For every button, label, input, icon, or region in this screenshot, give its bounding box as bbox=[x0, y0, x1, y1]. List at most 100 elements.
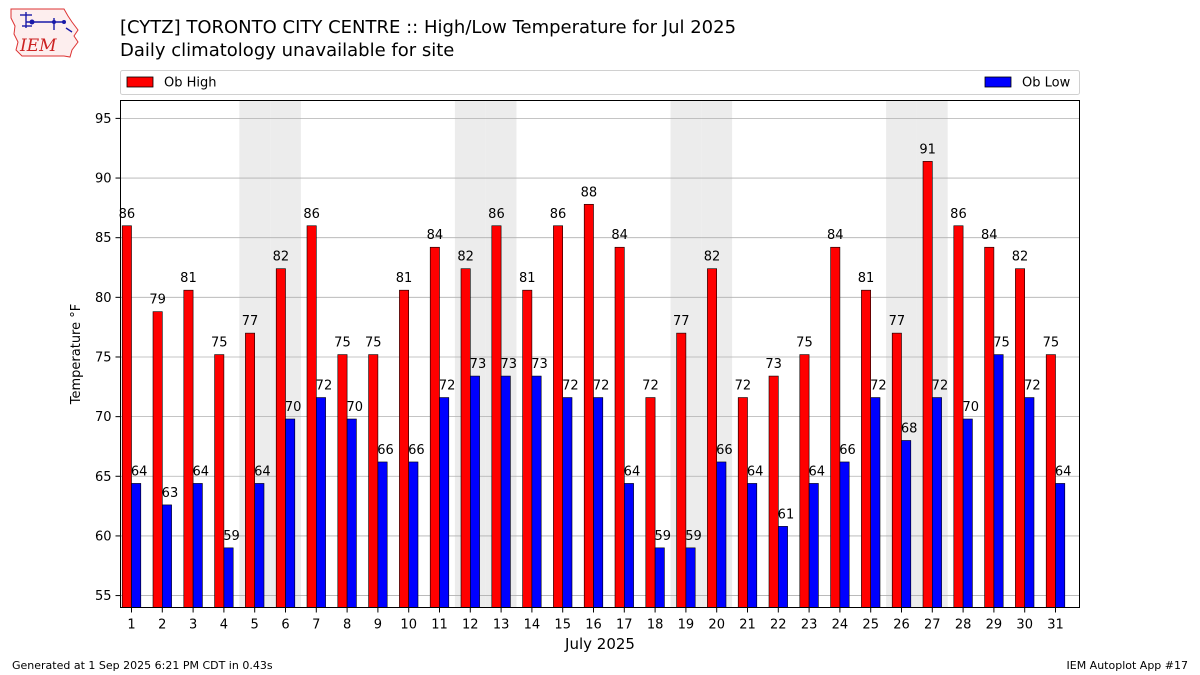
data-label-high-4: 75 bbox=[211, 336, 228, 351]
iem-logo-text: IEM bbox=[19, 36, 57, 56]
bar-low-16 bbox=[593, 397, 604, 608]
bar-high-16 bbox=[583, 203, 594, 608]
bar-low-21 bbox=[747, 483, 758, 608]
bar-low-1 bbox=[131, 483, 142, 608]
bar-low-14 bbox=[531, 375, 542, 608]
data-label-low-3: 64 bbox=[192, 464, 209, 479]
bar-high-4 bbox=[214, 354, 225, 608]
bar-high-15 bbox=[553, 225, 564, 608]
bar-high-18 bbox=[645, 397, 656, 608]
data-label-high-14: 81 bbox=[519, 271, 536, 286]
data-label-low-7: 72 bbox=[316, 379, 333, 394]
bar-high-6 bbox=[275, 268, 286, 608]
data-label-low-16: 72 bbox=[593, 379, 610, 394]
bar-low-2 bbox=[162, 504, 172, 608]
legend: Ob High Ob Low bbox=[120, 70, 1080, 95]
data-label-high-6: 82 bbox=[273, 250, 290, 265]
x-tick-label-25: 25 bbox=[862, 618, 879, 633]
data-label-high-1: 86 bbox=[119, 207, 136, 222]
bar-high-24 bbox=[830, 246, 841, 608]
iem-logo: IEM bbox=[10, 8, 79, 58]
data-label-low-11: 72 bbox=[439, 379, 456, 394]
x-tick-label-22: 22 bbox=[770, 618, 787, 633]
bar-high-2 bbox=[152, 311, 163, 608]
bar-low-8 bbox=[346, 418, 357, 608]
bar-low-5 bbox=[254, 483, 265, 608]
legend-label-low: Ob Low bbox=[1022, 76, 1071, 91]
generated-timestamp: Generated at 1 Sep 2025 6:21 PM CDT in 0… bbox=[12, 659, 273, 672]
x-tick-label-24: 24 bbox=[832, 618, 849, 633]
bar-low-18 bbox=[654, 547, 665, 608]
iowa-map-icon bbox=[10, 8, 79, 58]
y-tick-label-75: 75 bbox=[95, 350, 112, 365]
y-tick-label-65: 65 bbox=[95, 470, 112, 485]
bar-low-19 bbox=[685, 547, 696, 608]
x-tick-label-8: 8 bbox=[343, 618, 351, 633]
bar-low-17 bbox=[623, 483, 634, 608]
bar-low-4 bbox=[223, 547, 234, 608]
app-id: IEM Autoplot App #17 bbox=[1066, 659, 1189, 672]
data-label-high-24: 84 bbox=[827, 228, 844, 243]
data-label-low-10: 66 bbox=[408, 443, 425, 458]
data-label-high-3: 81 bbox=[180, 271, 197, 286]
y-tick-label-90: 90 bbox=[95, 172, 112, 187]
bar-high-28 bbox=[953, 225, 964, 608]
x-tick-label-3: 3 bbox=[189, 618, 197, 633]
data-label-high-16: 88 bbox=[581, 185, 598, 200]
legend-swatch-high bbox=[126, 76, 154, 88]
bar-low-28 bbox=[962, 418, 973, 608]
x-tick-label-5: 5 bbox=[251, 618, 259, 633]
data-label-high-7: 86 bbox=[303, 207, 320, 222]
x-tick-label-26: 26 bbox=[893, 618, 910, 633]
y-tick-label-55: 55 bbox=[95, 589, 112, 604]
bar-high-1 bbox=[121, 225, 132, 608]
data-label-high-5: 77 bbox=[242, 314, 259, 329]
bar-low-23 bbox=[808, 483, 819, 608]
data-label-high-23: 75 bbox=[796, 336, 813, 351]
data-label-low-15: 72 bbox=[562, 379, 579, 394]
y-tick-label-60: 60 bbox=[95, 529, 112, 544]
x-tick-label-11: 11 bbox=[431, 618, 448, 633]
data-label-low-14: 73 bbox=[531, 357, 548, 372]
data-label-low-31: 64 bbox=[1055, 464, 1072, 479]
data-label-high-22: 73 bbox=[765, 357, 782, 372]
bar-low-26 bbox=[901, 440, 912, 608]
y-tick-label-95: 95 bbox=[95, 112, 112, 127]
bar-low-25 bbox=[870, 397, 881, 608]
x-tick-label-4: 4 bbox=[220, 618, 228, 633]
bar-low-29 bbox=[993, 354, 1004, 608]
y-axis-ticks: 55 60 65 70 75 80 85 90 95 bbox=[95, 112, 121, 604]
bars bbox=[121, 161, 1066, 608]
data-labels: 86 79 81 75 77 82 86 75 75 81 84 82 86 81 86 88 84 72 77 82… bbox=[119, 142, 1072, 544]
x-tick-label-31: 31 bbox=[1047, 618, 1064, 633]
data-label-high-18: 72 bbox=[642, 379, 659, 394]
data-label-low-25: 72 bbox=[870, 379, 887, 394]
data-label-high-8: 75 bbox=[334, 336, 351, 351]
data-label-low-23: 64 bbox=[808, 464, 825, 479]
bar-high-19 bbox=[676, 332, 687, 608]
data-label-low-9: 66 bbox=[377, 443, 394, 458]
data-label-low-8: 70 bbox=[346, 400, 363, 415]
data-label-high-17: 84 bbox=[611, 228, 628, 243]
x-tick-label-6: 6 bbox=[281, 618, 289, 633]
bar-low-13 bbox=[500, 375, 511, 608]
y-axis-label: Temperature °F bbox=[69, 304, 84, 405]
bar-high-20 bbox=[707, 268, 718, 608]
bar-high-31 bbox=[1045, 354, 1056, 608]
bar-high-11 bbox=[429, 246, 440, 608]
bar-high-26 bbox=[891, 332, 902, 608]
data-label-high-21: 72 bbox=[735, 379, 752, 394]
data-label-low-6: 70 bbox=[285, 400, 302, 415]
data-label-low-5: 64 bbox=[254, 464, 271, 479]
data-label-high-26: 77 bbox=[889, 314, 906, 329]
bar-high-3 bbox=[183, 289, 194, 608]
data-label-high-12: 82 bbox=[457, 250, 474, 265]
x-tick-label-12: 12 bbox=[462, 618, 479, 633]
bar-high-22 bbox=[768, 375, 779, 608]
bar-low-30 bbox=[1024, 397, 1035, 608]
bar-low-7 bbox=[315, 397, 326, 608]
data-label-low-18: 59 bbox=[654, 529, 671, 544]
bar-low-27 bbox=[931, 397, 942, 608]
x-tick-label-23: 23 bbox=[801, 618, 818, 633]
chart-title: [CYTZ] TORONTO CITY CENTRE :: High/Low T… bbox=[120, 17, 737, 38]
